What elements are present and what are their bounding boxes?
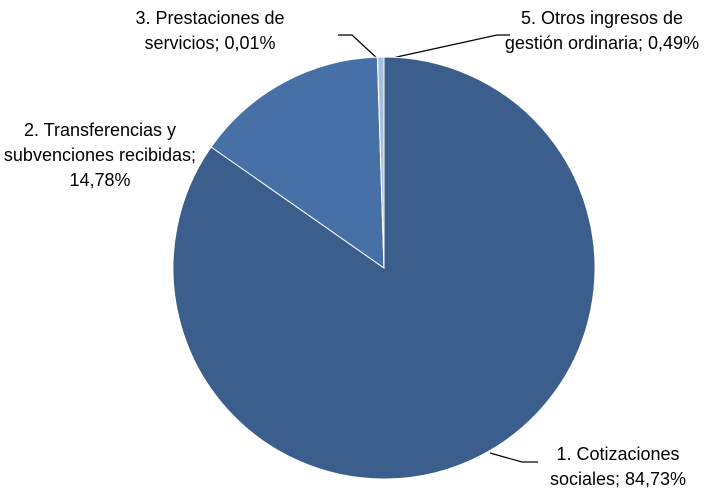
slice-name: 2. Transferencias y subvenciones recibid… [3,120,192,165]
value-label: 14,78% [69,170,131,190]
leader-line [382,34,510,61]
label-separator: ; [614,469,620,489]
label-separator: ; [214,33,220,53]
slice-label: 3. Prestaciones de servicios; 0,01% [120,6,300,56]
slice-name: 3. Prestaciones de servicios [135,8,285,53]
pie-slice [376,56,385,269]
value-label: 0,01% [224,33,276,53]
slice-name: 1. Cotizaciones sociales [549,444,680,489]
value-label: 0,49% [648,33,700,53]
slice-label: 1. Cotizaciones sociales; 84,73% [523,442,713,492]
label-separator: ; [638,33,644,53]
pie-slice [210,56,385,269]
slice-label: 5. Otros ingresos de gestión ordinaria; … [502,6,702,56]
slice-name: 5. Otros ingresos de gestión ordinaria [504,8,684,53]
slice-label: 2. Transferencias y subvenciones recibid… [0,118,200,193]
leader-line [338,34,380,61]
leader-line [489,452,538,463]
value-label: 84,73% [625,469,687,489]
label-separator: ; [191,145,197,165]
